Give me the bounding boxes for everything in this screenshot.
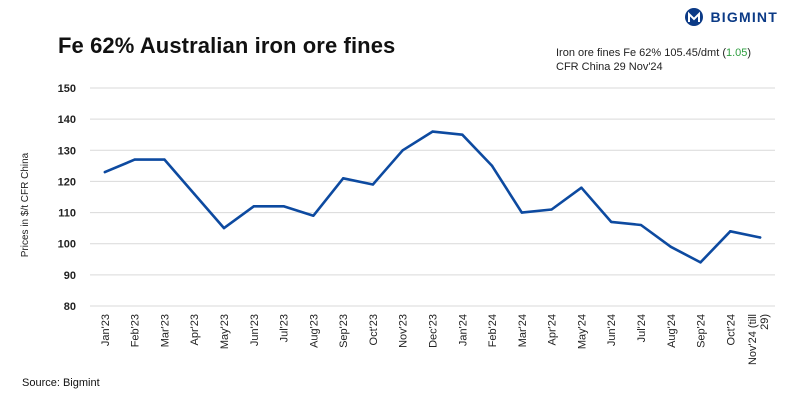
series-points: [103, 130, 762, 264]
data-point: [729, 230, 732, 233]
data-point: [401, 149, 404, 152]
y-axis-label: Prices in $/t CFR China: [20, 152, 31, 257]
x-tick-label: Jul'24: [636, 314, 648, 342]
y-axis-ticks: 80 90 100 110 120 130 140 150: [58, 83, 76, 313]
x-tick-label: Aug'23: [308, 314, 320, 348]
data-point: [133, 158, 136, 161]
x-axis-ticks: Jan'23 Feb'23 Mar'23 Apr'23 May'23 Jun'23 Jul'…: [100, 314, 771, 365]
series-line: [103, 130, 762, 264]
data-point: [431, 130, 434, 133]
x-tick-label: May'24: [576, 314, 588, 349]
x-tick-label: Dec'23: [428, 314, 440, 348]
data-point: [580, 186, 583, 189]
data-point: [193, 192, 196, 196]
x-tick-label: Feb'23: [130, 314, 142, 347]
x-tick-label: Oct'24: [725, 314, 737, 345]
data-point: [371, 183, 375, 186]
y-tick-label: 110: [58, 208, 76, 220]
data-point: [490, 164, 494, 168]
x-tick-label: Mar'23: [159, 314, 171, 347]
y-tick-label: 120: [58, 176, 76, 188]
bigmint-logo-icon: [685, 8, 704, 26]
brand-logo: BIGMINT: [684, 6, 778, 28]
legend-price-text: Iron ore fines Fe 62% 105.45/dmt (: [556, 47, 726, 59]
y-tick-label: 100: [58, 239, 76, 251]
x-tick-label: Oct'23: [368, 314, 380, 345]
x-tick-label: Jan'24: [457, 314, 469, 346]
data-point: [252, 205, 256, 208]
legend-line-1: Iron ore fines Fe 62% 105.45/dmt (1.05): [556, 46, 751, 60]
x-tick-label: Nov'23: [398, 314, 410, 348]
x-tick-label: Aug'24: [666, 314, 678, 348]
x-tick-label: Feb'24: [487, 314, 499, 347]
brand-name: BIGMINT: [710, 9, 778, 25]
x-tick-label: Apr'23: [189, 314, 201, 345]
source-note: Source: Bigmint: [22, 377, 100, 389]
data-point: [312, 214, 315, 217]
data-point: [639, 223, 643, 227]
data-point: [461, 133, 464, 136]
data-point: [758, 236, 762, 239]
price-legend: Iron ore fines Fe 62% 105.45/dmt (1.05) …: [556, 46, 751, 74]
x-tick-label: Sep'24: [696, 314, 708, 348]
chart-gridlines: [90, 87, 775, 307]
x-tick-label: Jun'24: [606, 314, 618, 346]
x-tick-label: Jan'23: [100, 314, 112, 346]
y-tick-label: 130: [58, 145, 76, 157]
data-point: [103, 170, 107, 174]
x-tick-label: Sep'23: [338, 314, 350, 348]
data-point: [550, 208, 553, 211]
data-point: [341, 177, 345, 180]
x-tick-label: Nov'24 (till29): [747, 314, 771, 365]
data-point: [222, 226, 226, 230]
data-point: [520, 211, 524, 214]
x-tick-label: Jun'23: [249, 314, 261, 346]
x-tick-label: Mar'24: [517, 314, 529, 347]
x-tick-label: Apr'24: [547, 314, 559, 345]
legend-change-value: 1.05: [725, 47, 748, 59]
legend-line-2: CFR China 29 Nov'24: [556, 61, 663, 73]
data-point: [282, 205, 285, 208]
data-point: [163, 158, 166, 161]
data-point: [699, 261, 702, 264]
chart-title: Fe 62% Australian iron ore fines: [58, 33, 396, 58]
data-point: [609, 220, 613, 224]
x-tick-label: Jul'23: [279, 314, 291, 342]
y-tick-label: 140: [58, 114, 76, 126]
y-tick-label: 150: [58, 83, 76, 95]
legend-suffix: ): [747, 47, 752, 59]
y-tick-label: 90: [64, 270, 76, 282]
data-point: [669, 245, 672, 249]
y-tick-label: 80: [64, 301, 76, 313]
x-tick-label: May'23: [219, 314, 231, 349]
